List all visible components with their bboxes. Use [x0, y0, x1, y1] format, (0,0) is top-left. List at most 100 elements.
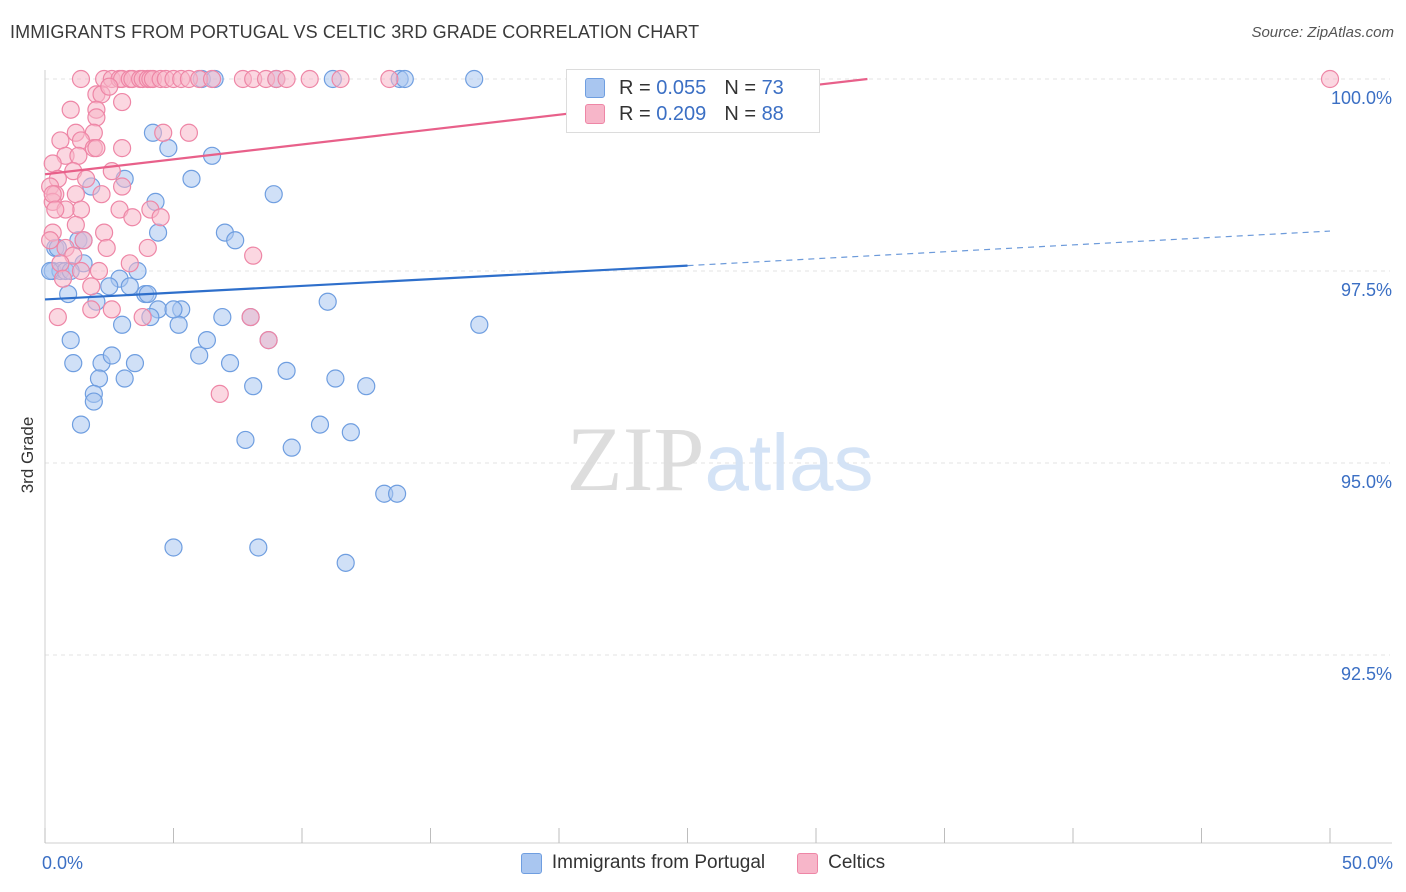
data-point — [120, 277, 139, 296]
data-point — [154, 123, 173, 142]
data-point — [41, 231, 60, 250]
data-point — [123, 208, 142, 227]
data-point — [71, 200, 91, 219]
data-point — [64, 354, 83, 373]
watermark-zip: ZIP — [567, 408, 705, 510]
data-point — [210, 384, 229, 403]
legend-n-label: N = — [724, 76, 756, 99]
data-point — [48, 307, 67, 327]
data-point — [277, 361, 296, 380]
trend-line-portugal — [44, 264, 688, 301]
data-point — [249, 538, 268, 557]
data-point — [89, 261, 109, 281]
data-point — [470, 315, 489, 334]
legend-label-portugal: Immigrants from Portugal — [551, 852, 766, 873]
data-point — [310, 415, 330, 434]
data-point — [69, 146, 88, 165]
data-point — [71, 69, 91, 89]
data-point — [164, 538, 183, 557]
data-point — [341, 423, 360, 442]
data-point — [277, 69, 296, 89]
data-point — [84, 392, 103, 411]
legend-swatch-portugal — [585, 78, 605, 98]
data-point — [112, 139, 132, 158]
data-point — [138, 238, 157, 258]
data-point — [112, 92, 132, 112]
data-point — [244, 377, 263, 396]
data-point — [97, 238, 116, 258]
data-point — [326, 369, 345, 388]
legend-r-value-portugal: 0.055 — [656, 76, 707, 99]
data-point — [159, 139, 178, 158]
series-legend: Immigrants from Portugal Celtics — [0, 852, 1406, 874]
data-point — [264, 185, 283, 204]
legend-row-portugal: R = 0.055 N = 73 — [585, 76, 784, 100]
legend-item-celtics[interactable]: Celtics — [797, 852, 885, 874]
data-point — [465, 69, 484, 89]
data-point — [220, 354, 240, 373]
legend-n-label: N = — [724, 102, 756, 125]
data-point — [87, 108, 106, 127]
data-point — [102, 346, 121, 365]
data-point — [53, 269, 73, 288]
data-point — [395, 69, 414, 89]
chart-source: Source: ZipAtlas.com — [1251, 24, 1394, 41]
data-point — [259, 331, 278, 350]
data-point — [59, 284, 78, 304]
data-point — [380, 69, 399, 89]
data-point — [100, 77, 119, 96]
x-tick-label-0: 0.0% — [42, 853, 83, 873]
data-point — [282, 438, 301, 457]
data-point — [115, 369, 134, 388]
data-point — [182, 169, 201, 188]
data-point — [213, 307, 232, 327]
data-point — [202, 69, 222, 89]
legend-r-label: R = — [619, 76, 651, 99]
data-point — [226, 231, 245, 250]
data-point — [71, 261, 91, 281]
data-point — [66, 185, 85, 204]
data-point — [66, 215, 85, 235]
data-point — [336, 553, 355, 572]
data-point — [92, 185, 111, 204]
data-point — [61, 100, 80, 119]
data-point — [151, 208, 170, 227]
series-celtics — [41, 69, 1340, 403]
data-point — [112, 315, 132, 334]
data-point — [82, 300, 101, 319]
data-point — [43, 154, 62, 173]
y-tick-label-0: 100.0% — [1331, 88, 1392, 108]
legend-n-value-celtics: 88 — [761, 102, 784, 125]
legend-swatch-celtics — [797, 852, 819, 874]
data-point — [318, 292, 337, 311]
legend-row-celtics: R = 0.209 N = 88 — [585, 102, 784, 126]
data-point — [164, 300, 183, 319]
data-point — [244, 246, 263, 265]
data-point — [74, 231, 93, 250]
watermark-atlas: atlas — [705, 418, 874, 507]
watermark: ZIPatlas — [567, 408, 874, 510]
data-point — [51, 254, 70, 273]
series-portugal — [41, 69, 489, 572]
data-point — [148, 223, 168, 242]
data-point — [102, 300, 121, 319]
data-point — [61, 331, 80, 350]
data-point — [241, 307, 260, 327]
data-point — [179, 123, 199, 142]
data-point — [51, 131, 70, 150]
data-point — [1320, 69, 1340, 89]
data-point — [190, 346, 209, 365]
correlation-legend: R = 0.055 N = 73 R = 0.209 N = 88 — [566, 69, 820, 133]
data-point — [387, 484, 407, 503]
data-point — [71, 415, 91, 434]
legend-n-value-portugal: 73 — [761, 76, 784, 99]
y-tick-label-1: 97.5% — [1341, 280, 1392, 300]
data-point — [87, 139, 106, 158]
data-point — [82, 277, 101, 296]
legend-item-portugal[interactable]: Immigrants from Portugal — [520, 852, 766, 874]
legend-swatch-portugal — [520, 852, 542, 874]
data-point — [236, 430, 255, 450]
legend-swatch-celtics — [585, 104, 605, 124]
trend-line-extension-portugal — [687, 230, 1331, 267]
